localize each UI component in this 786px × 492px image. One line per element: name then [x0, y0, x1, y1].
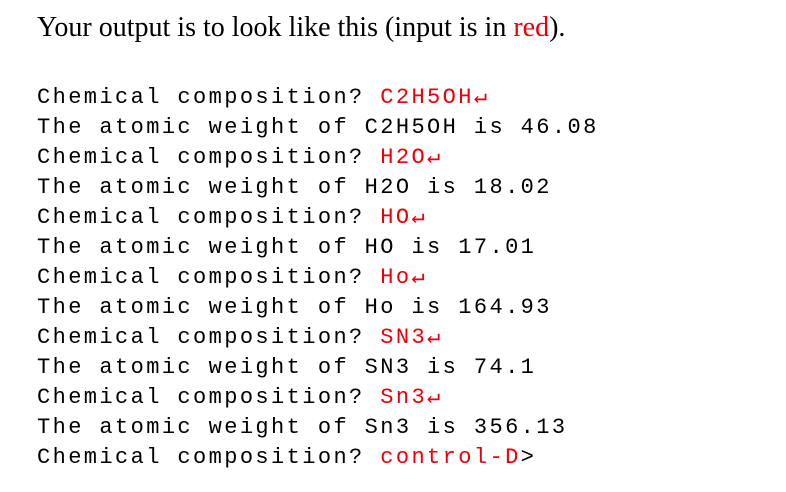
line: Chemical composition? control-D>	[37, 443, 599, 473]
line: The atomic weight of H2O is 18.02	[37, 173, 599, 203]
line: Chemical composition? Sn3↵	[37, 383, 599, 413]
intro: Your output is to look like this (input …	[37, 12, 565, 44]
line: The atomic weight of SN3 is 74.1	[37, 353, 599, 383]
intro-highlight: red	[513, 12, 550, 43]
user-input: SN3↵	[380, 325, 443, 350]
output: The atomic weight of SN3 is 74.1	[37, 355, 537, 380]
user-input: control-D	[380, 445, 521, 470]
line: The atomic weight of Ho is 164.93	[37, 293, 599, 323]
prompt: Chemical composition?	[37, 325, 381, 350]
output: The atomic weight of Sn3 is 356.13	[37, 415, 568, 440]
line: Chemical composition? C2H5OH↵	[37, 83, 599, 113]
output: The atomic weight of Ho is 164.93	[37, 295, 552, 320]
prompt: Chemical composition?	[37, 265, 381, 290]
line: Chemical composition? SN3↵	[37, 323, 599, 353]
output: The atomic weight of C2H5OH is 46.08	[37, 115, 599, 140]
prompt: Chemical composition?	[37, 145, 381, 170]
line: Chemical composition? H2O↵	[37, 143, 599, 173]
line: Chemical composition? Ho↵	[37, 263, 599, 293]
line: The atomic weight of C2H5OH is 46.08	[37, 113, 599, 143]
prompt: Chemical composition?	[37, 205, 381, 230]
prompt: Chemical composition?	[37, 85, 381, 110]
intro-text: Your output is to look like this (input …	[37, 12, 514, 43]
prompt: Chemical composition?	[37, 445, 381, 470]
user-input: Ho↵	[380, 265, 428, 290]
prompt: Chemical composition?	[37, 385, 381, 410]
user-input: Sn3↵	[380, 385, 443, 410]
prompt-suffix: >	[520, 445, 537, 470]
intro-text: ).	[549, 12, 566, 43]
output: The atomic weight of HO is 17.01	[37, 235, 537, 260]
terminal: Chemical composition? C2H5OH↵ The atomic …	[37, 83, 599, 473]
line: Chemical composition? HO↵	[37, 203, 599, 233]
line: The atomic weight of HO is 17.01	[37, 233, 599, 263]
user-input: C2H5OH↵	[380, 85, 490, 110]
user-input: H2O↵	[380, 145, 443, 170]
output: The atomic weight of H2O is 18.02	[37, 175, 552, 200]
line: The atomic weight of Sn3 is 356.13	[37, 413, 599, 443]
user-input: HO↵	[380, 205, 428, 230]
